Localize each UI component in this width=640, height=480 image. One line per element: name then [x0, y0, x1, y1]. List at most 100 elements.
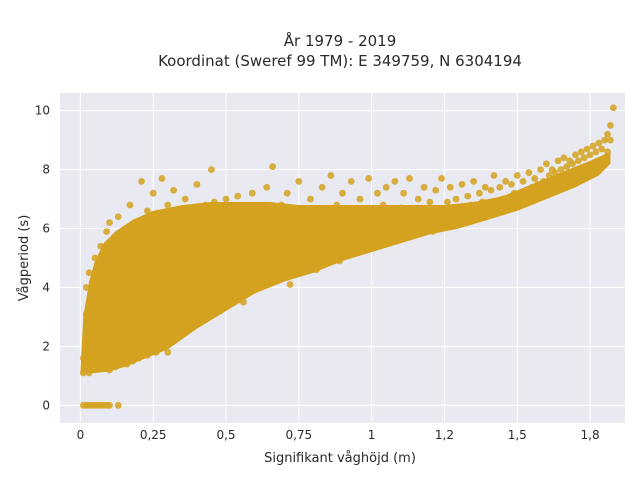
scatter-point [534, 180, 542, 188]
y-tick-label: 10 [35, 104, 50, 118]
scatter-point [540, 177, 547, 185]
scatter-points [79, 104, 617, 409]
scatter-point [586, 151, 594, 159]
scatter-point [368, 242, 376, 250]
scatter-point [88, 295, 96, 303]
scatter-point [106, 313, 113, 321]
scatter-point [542, 160, 550, 168]
scatter-point [251, 236, 259, 244]
scatter-point [385, 236, 393, 244]
scatter-point [103, 266, 110, 274]
scatter-point [499, 195, 507, 203]
scatter-point [426, 198, 434, 206]
x-tick-label: 1 [368, 428, 376, 442]
scatter-point [388, 213, 396, 221]
scatter-point [260, 251, 268, 259]
scatter-point [190, 257, 198, 265]
scatter-point [487, 186, 495, 194]
scatter-point [109, 248, 116, 256]
scatter-point [350, 248, 358, 256]
dense-point-cloud [80, 151, 611, 373]
scatter-point [114, 213, 122, 221]
scatter-point [187, 225, 195, 232]
scatter-point [324, 219, 332, 227]
scatter-point [123, 360, 131, 368]
scatter-point [481, 183, 489, 191]
scatter-point [106, 366, 113, 374]
scatter-point [82, 337, 90, 344]
scatter-point [82, 363, 90, 371]
scatter-point [213, 266, 221, 274]
scatter-point [149, 189, 157, 197]
scatter-point [443, 198, 451, 206]
scatter-point [164, 201, 172, 209]
scatter-point [513, 172, 521, 179]
scatter-point [208, 236, 215, 244]
scatter-point [397, 204, 405, 212]
scatter-point [106, 345, 113, 353]
y-axis-label: Vågperiod (s) [17, 215, 32, 302]
scatter-point [94, 348, 102, 356]
scatter-point [97, 242, 105, 250]
scatter-point [435, 210, 443, 218]
chart-title-line2: Koordinat (Sweref 99 TM): E 349759, N 63… [158, 52, 522, 70]
scatter-point [379, 201, 387, 209]
scatter-point [359, 236, 367, 244]
scatter-point [202, 201, 210, 209]
scatter-point [516, 192, 524, 200]
scatter-point [438, 175, 445, 182]
scatter-point [164, 348, 172, 356]
x-tick-label: 0,75 [285, 428, 312, 442]
scatter-point [376, 231, 384, 238]
scatter-point [135, 325, 143, 333]
scatter-point [478, 198, 486, 206]
scatter-point [344, 213, 352, 221]
y-tick-label: 8 [42, 163, 50, 177]
scatter-point [601, 136, 609, 144]
scatter-point [528, 183, 536, 191]
scatter-point [263, 183, 271, 191]
scatter-point [423, 222, 431, 229]
scatter-point [604, 130, 611, 138]
scatter-point [408, 213, 416, 221]
scatter-point [152, 348, 160, 356]
scatter-point [417, 207, 425, 215]
scatter-point [126, 251, 134, 259]
scatter-point [111, 363, 119, 371]
scatter-point [135, 354, 143, 362]
scatter-point [176, 325, 183, 333]
scatter-point [117, 337, 125, 344]
scatter-point [158, 325, 166, 333]
scatter-point [312, 266, 320, 274]
scatter-point [167, 272, 175, 280]
scatter-point [441, 219, 448, 227]
scatter-point [298, 260, 306, 268]
scatter-point [577, 148, 585, 156]
scatter-point [120, 307, 128, 315]
scatter-point [152, 236, 160, 244]
scatter-point [589, 142, 597, 150]
scatter-point [464, 192, 472, 200]
scatter-point [149, 295, 157, 303]
scatter-point [283, 189, 291, 197]
scatter-point [554, 157, 562, 165]
scatter-point [458, 180, 466, 188]
scatter-point [493, 201, 501, 209]
scatter-point [519, 177, 527, 185]
scatter-point [309, 231, 317, 238]
scatter-point [467, 201, 475, 209]
scatter-point [82, 310, 90, 318]
scatter-point [563, 163, 571, 171]
scatter-point [114, 401, 122, 409]
scatter-point [111, 289, 119, 297]
scatter-point [114, 236, 122, 244]
scatter-point [569, 160, 576, 168]
scatter-point [400, 189, 408, 197]
scatter-point [219, 254, 227, 262]
scatter-point [336, 257, 343, 265]
scatter-point [143, 351, 151, 359]
scatter-point [356, 195, 364, 203]
scatter-point [222, 284, 230, 291]
scatter-point [275, 272, 282, 280]
